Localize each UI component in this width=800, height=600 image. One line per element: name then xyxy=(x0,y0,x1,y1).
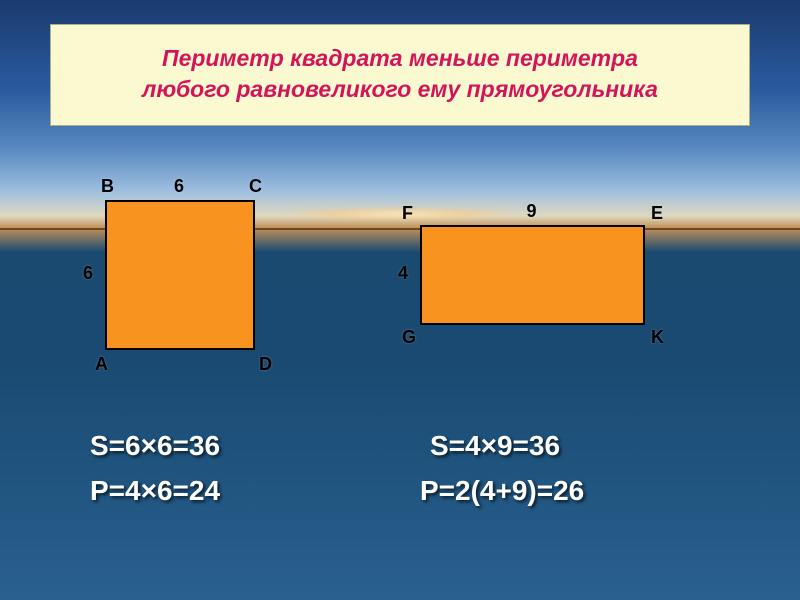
rect-vertex-f: F xyxy=(402,203,413,224)
formula-square-perim: Р=4×6=24 xyxy=(90,475,220,507)
square-vertex-b: В xyxy=(101,176,114,197)
square-shape xyxy=(105,200,255,350)
diagram-stage: В С А D 6 6 F E G K 9 4 S=6×6=36 S=4×9=3… xyxy=(0,0,800,600)
formula-square-area: S=6×6=36 xyxy=(90,430,220,462)
square-vertex-d: D xyxy=(259,354,272,375)
rect-side-top: 9 xyxy=(527,201,537,222)
rectangle-shape xyxy=(420,225,645,325)
rect-side-left: 4 xyxy=(398,263,408,284)
formula-rect-area: S=4×9=36 xyxy=(430,430,560,462)
formula-rect-perim: Р=2(4+9)=26 xyxy=(420,475,584,507)
rect-vertex-g: G xyxy=(402,327,416,348)
square-side-left: 6 xyxy=(83,263,93,284)
rect-vertex-e: E xyxy=(651,203,663,224)
square-vertex-c: С xyxy=(249,176,262,197)
square-side-top: 6 xyxy=(174,176,184,197)
rect-vertex-k: K xyxy=(651,327,664,348)
square-vertex-a: А xyxy=(95,354,108,375)
